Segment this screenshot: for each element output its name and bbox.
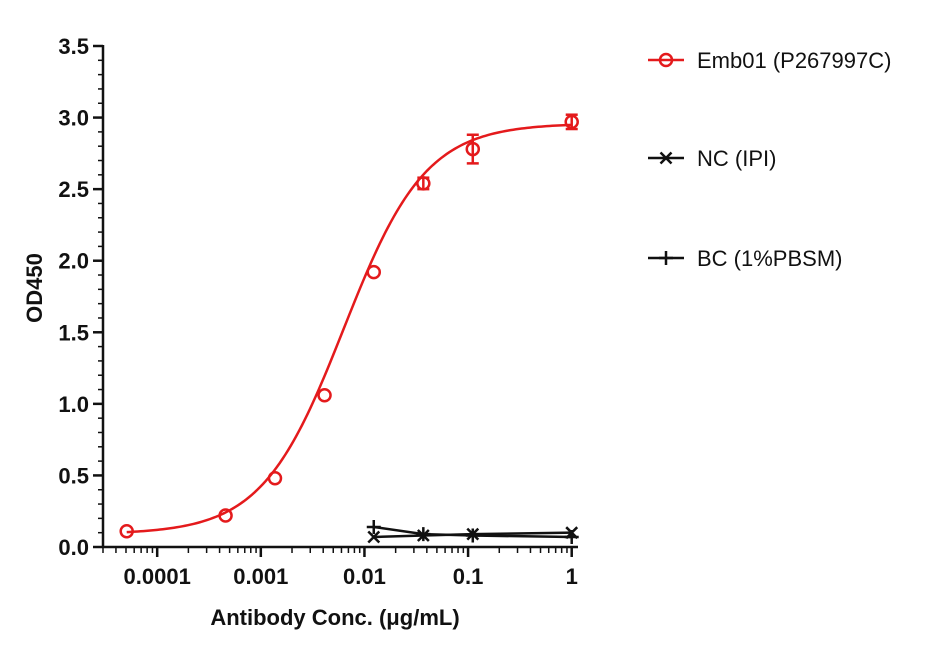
series-layer bbox=[119, 113, 579, 544]
legend-label: NC (IPI) bbox=[697, 146, 776, 171]
data-point bbox=[317, 388, 332, 403]
y-tick-label: 1.0 bbox=[58, 392, 89, 417]
legend-label: BC (1%PBSM) bbox=[697, 246, 842, 271]
data-point bbox=[465, 141, 481, 157]
fit-curve bbox=[126, 123, 572, 534]
x-tick-label: 0.01 bbox=[343, 564, 386, 589]
axes: 0.0 0.5 1.0 1.5 2.0 2.5 3.0 3.5 0.0001 0.001 0.01 0… bbox=[58, 34, 578, 589]
data-point bbox=[564, 529, 579, 544]
y-tick-label: 0.0 bbox=[58, 535, 89, 560]
data-point bbox=[119, 524, 134, 539]
legend-marker bbox=[659, 151, 673, 165]
x-axis-title: Antibody Conc. (μg/mL) bbox=[210, 605, 459, 630]
legend-marker bbox=[659, 251, 673, 265]
data-point bbox=[218, 508, 233, 523]
data-point bbox=[366, 519, 381, 534]
y-tick-label: 1.5 bbox=[58, 320, 89, 345]
x-tick-label: 0.0001 bbox=[124, 564, 191, 589]
data-point bbox=[416, 527, 431, 542]
x-tick-label: 0.001 bbox=[233, 564, 288, 589]
data-point bbox=[367, 530, 381, 544]
data-point bbox=[564, 114, 579, 130]
y-tick-label: 3.0 bbox=[58, 106, 89, 131]
legend-item-0: Emb01 (P267997C) bbox=[648, 48, 891, 73]
x-tick-label: 0.1 bbox=[453, 564, 484, 589]
legend-label: Emb01 (P267997C) bbox=[697, 48, 891, 73]
data-point bbox=[416, 176, 431, 191]
y-tick-label: 2.0 bbox=[58, 249, 89, 274]
legend-item-2: BC (1%PBSM) bbox=[648, 246, 842, 271]
series-line bbox=[373, 525, 572, 539]
data-point bbox=[465, 528, 480, 543]
y-tick-label: 0.5 bbox=[58, 463, 89, 488]
y-axis-title: OD450 bbox=[22, 253, 47, 323]
data-point bbox=[267, 471, 283, 486]
legend-marker bbox=[658, 52, 674, 68]
series-0 bbox=[119, 113, 579, 539]
series-2 bbox=[366, 519, 579, 544]
x-tick-label: 1 bbox=[566, 564, 578, 589]
legend-item-1: NC (IPI) bbox=[648, 146, 776, 171]
data-point bbox=[366, 264, 382, 280]
legend: Emb01 (P267997C) NC (IPI) BC (1%PBSM) bbox=[648, 48, 891, 271]
y-tick-label: 3.5 bbox=[58, 34, 89, 59]
y-tick-label: 2.5 bbox=[58, 177, 89, 202]
